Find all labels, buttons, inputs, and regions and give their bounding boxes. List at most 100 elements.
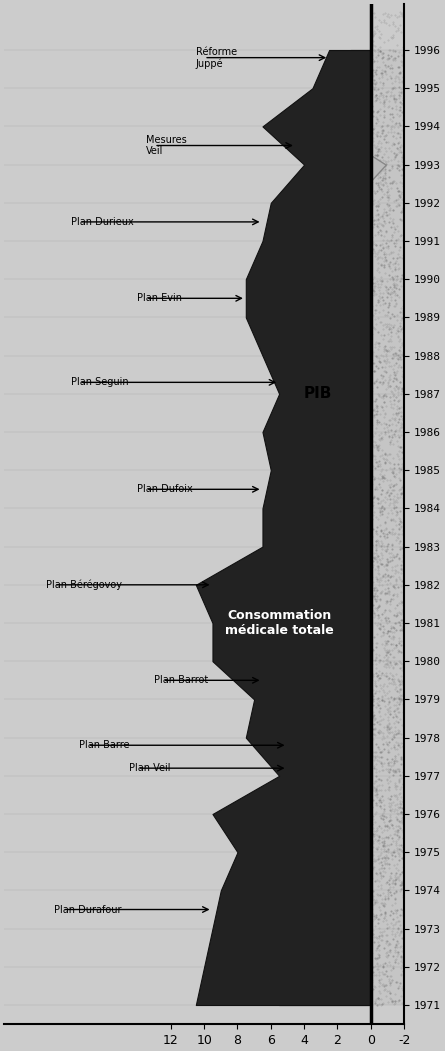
Point <box>370 827 377 844</box>
Point <box>379 805 386 822</box>
Point <box>389 15 396 32</box>
Point <box>380 848 387 865</box>
Point <box>385 613 392 630</box>
Point <box>400 636 408 653</box>
Point <box>396 70 403 87</box>
Point <box>392 475 400 492</box>
Point <box>370 851 377 868</box>
Point <box>396 511 404 528</box>
Point <box>370 67 377 84</box>
Point <box>368 969 375 986</box>
Point <box>396 303 404 320</box>
Point <box>368 718 375 735</box>
Point <box>388 143 395 160</box>
Point <box>369 834 376 851</box>
Point <box>400 292 407 309</box>
Point <box>389 27 396 44</box>
Point <box>368 23 375 40</box>
Point <box>373 553 380 570</box>
Point <box>372 592 380 609</box>
Point <box>380 185 387 202</box>
Point <box>384 554 391 571</box>
Point <box>372 782 379 799</box>
Point <box>386 497 393 514</box>
Point <box>392 697 400 714</box>
Point <box>384 841 391 858</box>
Point <box>376 973 383 990</box>
Point <box>391 219 398 235</box>
Point <box>376 654 383 671</box>
Point <box>368 208 375 225</box>
Point <box>377 612 384 628</box>
Point <box>394 826 401 843</box>
Point <box>384 882 392 899</box>
Point <box>394 545 401 562</box>
Point <box>397 227 404 244</box>
Point <box>386 919 393 935</box>
Point <box>400 477 407 494</box>
Point <box>373 524 380 541</box>
Point <box>379 540 386 557</box>
Point <box>388 324 395 341</box>
Point <box>378 273 385 290</box>
Point <box>386 189 393 206</box>
Point <box>369 693 376 709</box>
Point <box>370 121 377 138</box>
Point <box>378 840 385 857</box>
Point <box>369 447 376 463</box>
Point <box>392 788 399 805</box>
Point <box>380 837 388 853</box>
Point <box>370 318 377 335</box>
Point <box>375 430 382 447</box>
Point <box>387 511 394 528</box>
Point <box>394 641 401 658</box>
Point <box>392 914 400 931</box>
Point <box>384 58 392 75</box>
Point <box>368 408 375 425</box>
Point <box>399 850 406 867</box>
Point <box>392 787 400 804</box>
Point <box>384 231 391 248</box>
Point <box>373 795 380 811</box>
Point <box>390 255 397 272</box>
Point <box>391 748 398 765</box>
Point <box>387 412 394 429</box>
Point <box>372 743 379 760</box>
Point <box>399 940 406 956</box>
Point <box>384 771 391 788</box>
Point <box>395 158 402 174</box>
Point <box>369 820 376 837</box>
Point <box>396 532 403 549</box>
Point <box>373 764 380 781</box>
Point <box>395 515 402 532</box>
Point <box>386 761 393 778</box>
Point <box>399 347 406 364</box>
Point <box>400 887 407 904</box>
Point <box>375 146 382 163</box>
Point <box>381 127 388 144</box>
Point <box>396 142 403 159</box>
Point <box>375 946 382 963</box>
Point <box>376 221 384 238</box>
Point <box>396 512 404 529</box>
Point <box>377 592 384 609</box>
Point <box>397 877 405 893</box>
Point <box>396 916 404 933</box>
Point <box>395 912 402 929</box>
Point <box>378 86 385 103</box>
Point <box>375 609 382 625</box>
Point <box>397 321 404 337</box>
Point <box>371 813 378 830</box>
Point <box>388 263 396 280</box>
Point <box>374 135 381 151</box>
Point <box>393 307 400 324</box>
Point <box>389 346 396 363</box>
Point <box>370 280 377 296</box>
Point <box>399 148 406 165</box>
Point <box>399 875 406 892</box>
Point <box>400 857 407 873</box>
Point <box>382 585 389 602</box>
Point <box>400 320 407 336</box>
Point <box>370 496 377 513</box>
Point <box>375 490 382 507</box>
